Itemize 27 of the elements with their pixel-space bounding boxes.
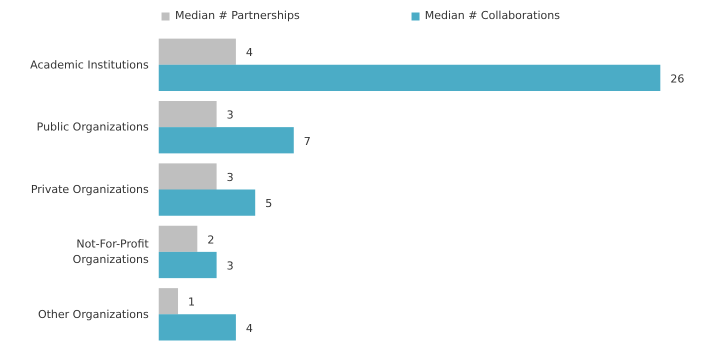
bar: [158, 38, 236, 65]
y-tick-label: Other Organizations: [38, 308, 150, 321]
legend-label: Median # Collaborations: [424, 9, 560, 22]
y-tick-label: Private Organizations: [30, 183, 150, 196]
data-label: 4: [246, 322, 253, 335]
data-label: 26: [670, 72, 684, 86]
y-tick-label: Academic Institutions: [30, 58, 150, 72]
legend-label: Median # Partnerships: [175, 9, 300, 22]
bar: [158, 226, 198, 252]
bar: [158, 288, 178, 314]
bar: [158, 163, 217, 190]
y-tick-label: Public Organizations: [36, 120, 150, 134]
data-label: 3: [226, 108, 234, 122]
bar: [158, 314, 236, 341]
data-label: 3: [226, 170, 234, 184]
y-tick-label: Not-For-Profit Organizations: [72, 238, 150, 266]
data-label: 7: [304, 134, 311, 148]
bar: [158, 64, 660, 91]
data-label: 1: [188, 296, 196, 309]
data-label: 5: [265, 197, 272, 210]
data-label: 2: [207, 233, 214, 246]
bar: [158, 190, 256, 216]
bar: [158, 252, 217, 278]
bar: [158, 100, 217, 128]
bar: [158, 127, 294, 154]
data-label: 4: [246, 46, 253, 60]
data-label: 3: [226, 260, 234, 273]
